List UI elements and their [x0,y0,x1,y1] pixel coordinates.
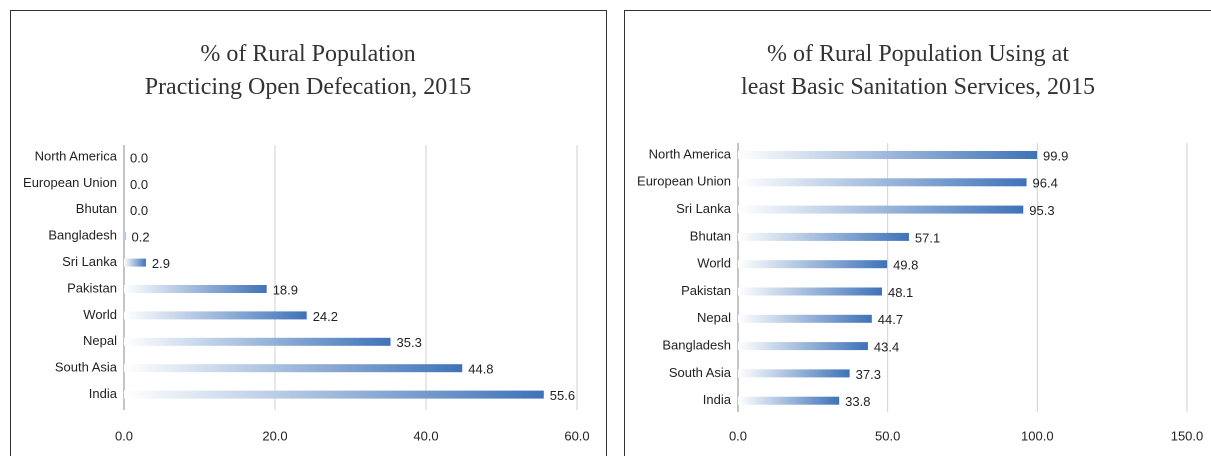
y-tick-label: North America [649,146,732,161]
y-tick-label: Bhutan [76,201,117,216]
y-tick-label: Bangladesh [662,338,731,353]
bar [738,369,850,378]
chart: % of Rural Population Using at least Basi… [637,41,1203,444]
chart-title: % of Rural Population Practicing Open Def… [145,41,472,100]
value-label: 44.7 [878,312,903,327]
y-tick-label: India [703,392,732,407]
bar [738,260,888,269]
value-label: 55.6 [550,388,575,403]
bar [738,232,909,241]
bar [124,311,307,320]
x-tick-label: 0.0 [729,428,747,443]
y-tick-label: North America [35,148,118,163]
value-label: 0.2 [132,230,150,245]
bar [738,287,882,296]
bar [124,232,126,241]
y-tick-label: Pakistan [67,280,117,295]
y-tick-label: Sri Lanka [676,201,732,216]
y-tick-label: India [89,386,118,401]
value-label: 18.9 [273,282,298,297]
y-tick-label: Pakistan [681,283,731,298]
bar [738,396,840,405]
x-tick-label: 20.0 [262,428,287,443]
bar [738,151,1038,159]
y-tick-label: Nepal [697,310,731,325]
chart: % of Rural Population Practicing Open Def… [23,41,590,444]
x-tick-label: 0.0 [115,428,133,443]
y-tick-label: European Union [23,175,117,190]
value-label: 0.0 [130,177,148,192]
y-tick-label: World [697,256,731,271]
bar [738,178,1027,187]
bar [124,285,267,293]
bar [738,314,872,323]
y-tick-label: Bhutan [690,228,731,243]
value-label: 37.3 [856,367,881,382]
value-label: 49.8 [893,258,918,273]
y-tick-label: Sri Lanka [62,254,118,269]
y-tick-label: Nepal [83,333,117,348]
y-tick-label: South Asia [669,365,732,380]
value-label: 35.3 [397,335,422,350]
value-label: 2.9 [152,256,170,271]
x-tick-label: 100.0 [1021,428,1054,443]
value-label: 0.0 [130,150,148,165]
y-tick-label: World [83,307,117,322]
x-tick-label: 150.0 [1171,428,1204,443]
panel-border [10,10,607,456]
bar [124,258,146,267]
bar [124,364,463,373]
y-tick-label: Bangladesh [48,228,117,243]
value-label: 33.8 [845,394,870,409]
bar [738,342,868,351]
x-tick-label: 60.0 [564,428,589,443]
y-tick-label: South Asia [55,360,118,375]
value-label: 57.1 [915,230,940,245]
x-tick-label: 50.0 [875,428,900,443]
value-label: 0.0 [130,203,148,218]
value-label: 24.2 [313,309,338,324]
value-label: 99.9 [1043,148,1068,163]
value-label: 95.3 [1029,203,1054,218]
value-label: 96.4 [1033,176,1058,191]
bar [738,205,1024,214]
panel-border [624,10,1211,456]
bar [124,337,391,346]
value-label: 44.8 [468,362,493,377]
value-label: 48.1 [888,285,913,300]
bar [124,390,544,399]
y-tick-label: European Union [637,174,731,189]
chart-title: % of Rural Population Using at least Basi… [741,41,1095,100]
x-tick-label: 40.0 [413,428,438,443]
value-label: 43.4 [874,340,899,355]
